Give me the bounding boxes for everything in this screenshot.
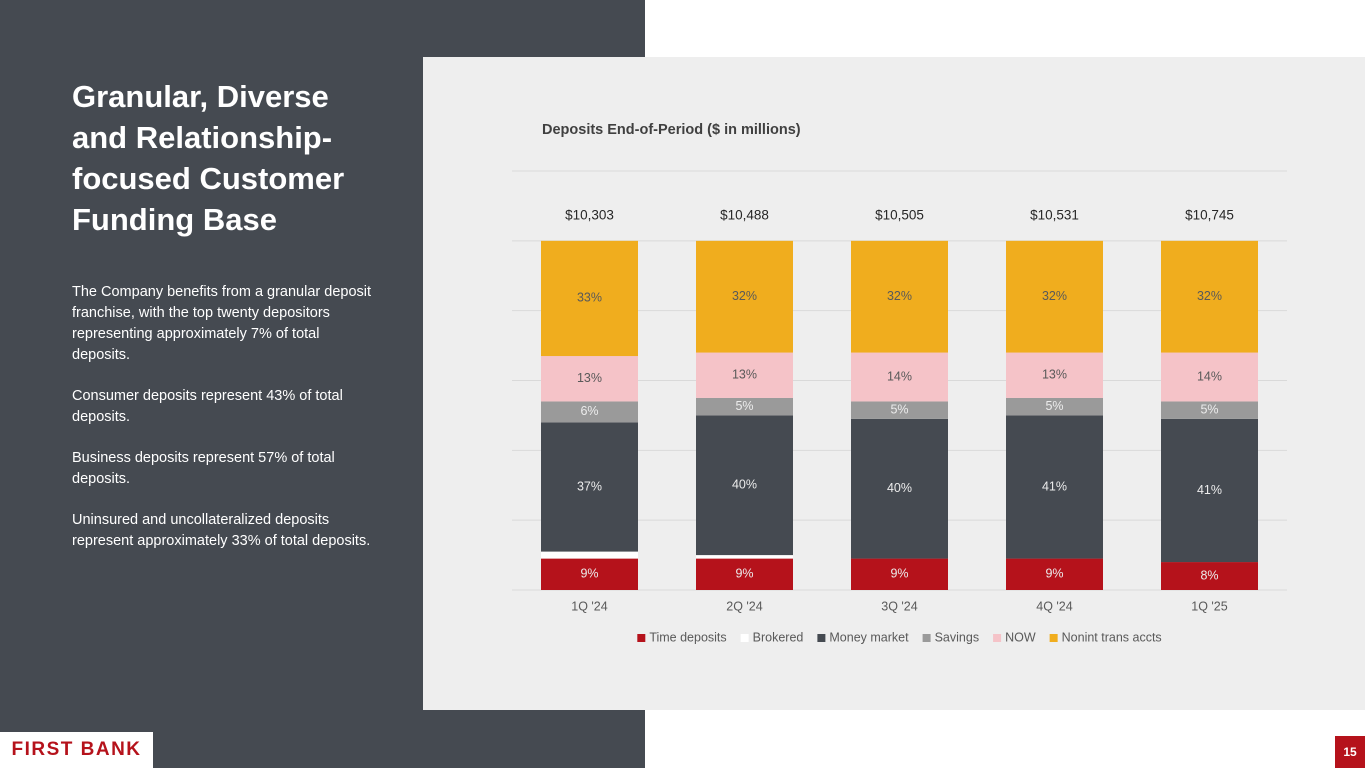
bar-segment xyxy=(1161,401,1258,419)
bar-segment xyxy=(1006,415,1103,559)
data-label: 33% xyxy=(577,291,602,305)
bar-segment xyxy=(1006,240,1103,353)
data-label: 13% xyxy=(1042,368,1067,382)
total-label: $10,505 xyxy=(875,207,924,222)
legend-label: NOW xyxy=(1005,630,1036,644)
bar-segment xyxy=(696,397,793,416)
logo: FIRST BANK xyxy=(0,732,153,768)
data-label: 6% xyxy=(580,404,598,418)
data-label: 41% xyxy=(1197,483,1222,497)
data-label: 41% xyxy=(1042,479,1067,493)
data-label: 32% xyxy=(1197,289,1222,303)
bar-segment xyxy=(541,240,638,357)
data-label: 9% xyxy=(890,567,908,581)
x-tick-label: 4Q '24 xyxy=(1036,599,1072,613)
bar-segment xyxy=(851,418,948,559)
slide-body: The Company benefits from a granular dep… xyxy=(72,282,372,572)
data-label: 32% xyxy=(887,289,912,303)
legend-label: Nonint trans accts xyxy=(1062,630,1162,644)
data-label: 14% xyxy=(887,369,912,383)
data-label: 14% xyxy=(1197,369,1222,383)
legend-swatch xyxy=(1049,634,1058,642)
bar-segment xyxy=(696,415,793,556)
data-label: 5% xyxy=(1200,402,1218,416)
paragraph: Consumer deposits represent 43% of total… xyxy=(72,388,343,425)
bar-segment xyxy=(1006,558,1103,590)
data-label: 9% xyxy=(1045,567,1063,581)
bar-segment xyxy=(696,555,793,559)
data-label: 32% xyxy=(732,289,757,303)
bar-segment xyxy=(851,352,948,402)
total-label: $10,303 xyxy=(565,207,614,222)
legend-swatch xyxy=(817,634,826,642)
x-tick-label: 3Q '24 xyxy=(881,599,917,613)
data-label: 13% xyxy=(577,371,602,385)
bar-segment xyxy=(541,356,638,402)
legend-swatch xyxy=(993,634,1002,642)
paragraph: Uninsured and uncollateralized deposits … xyxy=(72,512,371,549)
x-tick-label: 1Q '24 xyxy=(571,599,607,613)
bar-segment xyxy=(1006,397,1103,416)
bar-segment xyxy=(541,551,638,559)
total-label: $10,745 xyxy=(1185,207,1234,222)
x-tick-label: 1Q '25 xyxy=(1191,599,1227,613)
data-label: 40% xyxy=(732,478,757,492)
legend-swatch xyxy=(740,634,749,642)
data-label: 9% xyxy=(580,567,598,581)
bar-segment xyxy=(696,240,793,353)
bar-segment xyxy=(1006,352,1103,398)
data-label: 5% xyxy=(735,399,753,413)
slide-title: Granular, Diverse and Relationship-focus… xyxy=(72,79,345,237)
bar-segment xyxy=(851,558,948,590)
page-number: 15 xyxy=(1335,736,1365,768)
data-label: 5% xyxy=(890,402,908,416)
paragraph: Business deposits represent 57% of total… xyxy=(72,450,335,487)
bar-segment xyxy=(541,558,638,590)
data-label: 8% xyxy=(1200,568,1218,582)
data-label: 5% xyxy=(1045,399,1063,413)
data-label: 9% xyxy=(735,567,753,581)
data-label: 37% xyxy=(577,479,602,493)
bar-segment xyxy=(851,401,948,419)
data-label: 40% xyxy=(887,481,912,495)
bar-segment xyxy=(1161,352,1258,402)
legend-label: Savings xyxy=(935,630,979,644)
legend-label: Money market xyxy=(829,630,909,644)
bar-segment xyxy=(1161,240,1258,353)
chart-title: Deposits End-of-Period ($ in millions) xyxy=(542,122,801,138)
data-label: 13% xyxy=(732,368,757,382)
total-label: $10,488 xyxy=(720,207,769,222)
legend-swatch xyxy=(922,634,931,642)
legend-label: Brokered xyxy=(753,630,804,644)
legend-label: Time deposits xyxy=(649,630,726,644)
bar-segment xyxy=(851,240,948,353)
bar-segment xyxy=(696,352,793,398)
data-label: 32% xyxy=(1042,289,1067,303)
x-tick-label: 2Q '24 xyxy=(726,599,762,613)
bar-segment xyxy=(541,401,638,423)
total-label: $10,531 xyxy=(1030,207,1079,222)
bar-segment xyxy=(541,422,638,552)
bar-segment xyxy=(696,558,793,590)
bar-segment xyxy=(1161,562,1258,590)
bar-segment xyxy=(1161,418,1258,563)
paragraph: The Company benefits from a granular dep… xyxy=(72,284,372,363)
legend-swatch xyxy=(637,634,646,642)
